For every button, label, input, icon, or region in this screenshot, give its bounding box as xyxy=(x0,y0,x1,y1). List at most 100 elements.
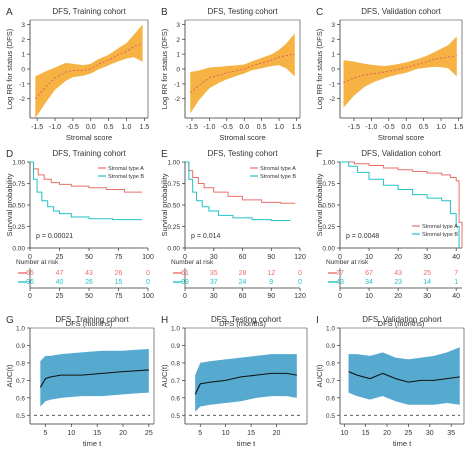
panel-a-x-tick-label: 0.0 xyxy=(86,124,96,131)
panel-f-risk-value: 67 xyxy=(365,270,373,277)
panel-f-risk-header: Number at risk xyxy=(326,259,369,266)
panel-d-x-tick-label: 25 xyxy=(56,254,64,261)
panel-b-ci-band xyxy=(190,33,295,114)
panel-e-risk-value: 0 xyxy=(298,279,302,286)
panel-i-auc-line xyxy=(348,371,460,383)
panel-f-y-tick-label: 1.00 xyxy=(322,160,335,167)
panel-f-risk-tick-label: 30 xyxy=(423,293,431,300)
panel-a-x-label: Stromal score xyxy=(66,133,112,142)
panel-h-y-tick-label: 0.6 xyxy=(171,395,180,402)
panel-d-y-label: Survival probability xyxy=(5,173,14,236)
panel-d-risk-header: Number at risk xyxy=(16,259,59,266)
panel-b-y-tick-label: 3 xyxy=(176,22,180,29)
panel-i-x-tick-label: 10 xyxy=(340,430,348,437)
panel-h-y-tick-label: 0.7 xyxy=(171,378,180,385)
panel-e-legend-label: Stromal type B xyxy=(260,174,296,180)
panel-h-auc-line xyxy=(194,372,297,395)
panel-e-title: DFS, Testing cohort xyxy=(207,149,278,158)
panel-e-risk-tick-label: 30 xyxy=(210,293,218,300)
panel-d-risk-tick-label: 0 xyxy=(28,293,32,300)
panel-h-x-label: time t xyxy=(237,439,256,448)
panel-e-x-tick-label: 60 xyxy=(239,254,247,261)
panel-d-risk-tick-label: 50 xyxy=(85,293,93,300)
panel-e-x-tick-label: 0 xyxy=(183,254,187,261)
panel-i-title: DFS, Validation cohort xyxy=(362,315,442,324)
panel-e-y-tick-label: 0.00 xyxy=(167,246,180,253)
panel-h-letter: H xyxy=(161,315,168,326)
panel-i-x-tick-label: 15 xyxy=(362,430,370,437)
panel-a-y-tick-label: -1 xyxy=(19,81,25,88)
panel-f-risk-value: 23 xyxy=(394,279,402,286)
panel-d-x-tick-label: 75 xyxy=(115,254,123,261)
panel-a-ci-band xyxy=(35,24,143,119)
panel-f-legend-label: Stromal type A xyxy=(422,224,458,230)
panel-d-y-tick-label: 0.00 xyxy=(12,246,25,253)
panel-e-risk-tick-label: 120 xyxy=(294,293,306,300)
panel-b-x-tick-label: 0.0 xyxy=(239,124,249,131)
panel-i-y-tick-label: 0.8 xyxy=(326,360,335,367)
panel-g-letter: G xyxy=(6,315,14,326)
panel-e-x-label: DFS (months) xyxy=(219,319,266,328)
panel-b-y-tick-label: 1 xyxy=(176,52,180,59)
panel-f-risk-value: 43 xyxy=(336,279,344,286)
panel-b-y-tick-label: -1 xyxy=(174,81,180,88)
panel-g-y-tick-label: 0.7 xyxy=(16,378,25,385)
panel-c-ci-band xyxy=(343,36,457,108)
panel-f-x-tick-label: 40 xyxy=(452,254,460,261)
panel-e-y-tick-label: 1.00 xyxy=(167,160,180,167)
panel-b-x-tick-label: -0.5 xyxy=(221,124,233,131)
panel-a-y-tick-label: 0 xyxy=(21,67,25,74)
panel-a-y-tick-label: 1 xyxy=(21,52,25,59)
panel-a-title: DFS, Training cohort xyxy=(52,7,126,16)
panel-i-x-label: time t xyxy=(393,439,412,448)
panel-c-x-tick-label: -1.5 xyxy=(348,124,360,131)
panel-c-y-tick-label: -2 xyxy=(329,96,335,103)
panel-d-km-curve-b xyxy=(30,161,143,221)
panel-a-y-tick-label: 2 xyxy=(21,37,25,44)
panel-f-risk-value: 14 xyxy=(423,279,431,286)
panel-a-x-tick-label: 1.0 xyxy=(122,124,132,131)
panel-a-y-tick-label: 3 xyxy=(21,22,25,29)
panel-e-p-value: p = 0.014 xyxy=(191,233,220,240)
panel-d-p-value: p = 0.00021 xyxy=(36,233,73,240)
panel-b-x-tick-label: 0.5 xyxy=(257,124,267,131)
panel-g-y-tick-label: 0.8 xyxy=(16,360,25,367)
panel-b-x-label: Stromal score xyxy=(219,133,265,142)
panel-c-letter: C xyxy=(316,7,323,18)
panel-b-letter: B xyxy=(161,7,168,18)
panel-e-letter: E xyxy=(161,149,168,160)
panel-d-x-label: DFS (months) xyxy=(66,319,113,328)
panel-d-x-tick-label: 50 xyxy=(85,254,93,261)
panel-f-risk-tick-label: 0 xyxy=(338,293,342,300)
panel-d-y-tick-label: 0.25 xyxy=(12,224,25,231)
panel-f-risk-tick-label: 40 xyxy=(452,293,460,300)
panel-h-x-tick-label: 15 xyxy=(247,430,255,437)
panel-e-risk-value: 12 xyxy=(267,270,275,277)
panel-f-km-curve-b xyxy=(340,161,460,248)
panel-f-x-tick-label: 10 xyxy=(365,254,373,261)
panel-d-risk-value: 26 xyxy=(85,279,93,286)
panel-d-risk-value: 0 xyxy=(146,270,150,277)
panel-e-y-tick-label: 0.25 xyxy=(167,224,180,231)
panel-d-risk-tick-label: 100 xyxy=(142,293,154,300)
panel-f-y-label: Survival probability xyxy=(315,173,324,236)
panel-d-risk-value: 47 xyxy=(56,270,64,277)
panel-a-x-tick-label: -0.5 xyxy=(67,124,79,131)
panel-b-fit-line xyxy=(189,53,295,94)
panel-i-ci-band xyxy=(348,347,460,405)
panel-d-title: DFS, Training cohort xyxy=(52,149,126,158)
panel-f-y-tick-label: 0.25 xyxy=(322,224,335,231)
panel-g-x-tick-label: 25 xyxy=(145,430,153,437)
panel-g-auc-line xyxy=(39,369,149,388)
panel-f-p-value: p = 0.0048 xyxy=(346,233,379,240)
panel-f-risk-tick-label: 10 xyxy=(365,293,373,300)
panel-f-risk-tick-label: 20 xyxy=(394,293,402,300)
panel-i-y-tick-label: 0.5 xyxy=(326,413,335,420)
panel-d-risk-value: 96 xyxy=(26,279,34,286)
panel-c-x-label: Stromal score xyxy=(378,133,424,142)
panel-e-y-tick-label: 0.75 xyxy=(167,181,180,188)
panel-f-title: DFS, Validation cohort xyxy=(361,149,441,158)
panel-c-x-tick-label: 1.5 xyxy=(454,124,464,131)
panel-e-y-label: Survival probability xyxy=(160,173,169,236)
